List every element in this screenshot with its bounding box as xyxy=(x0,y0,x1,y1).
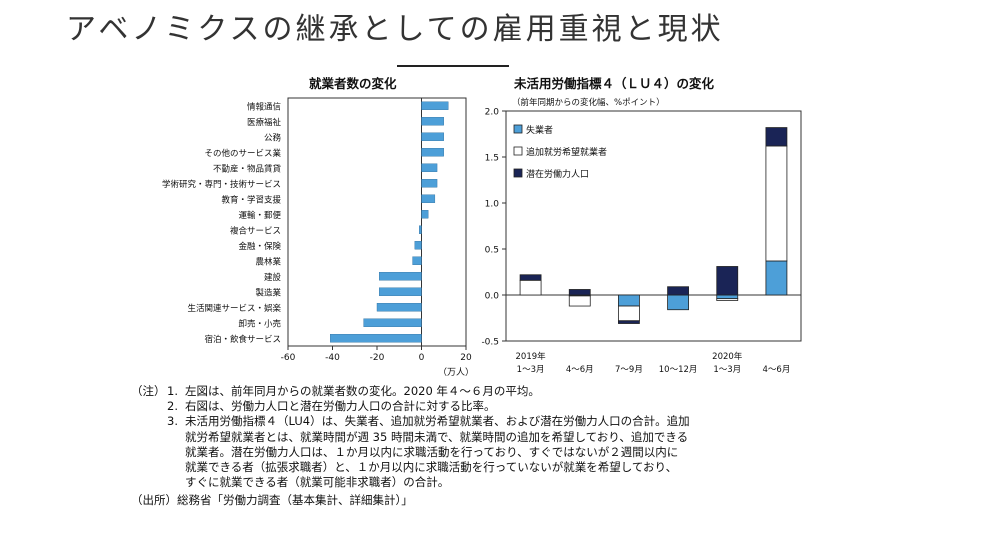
segment-0-2 xyxy=(618,294,640,307)
title-underline xyxy=(397,65,509,67)
bar-3 xyxy=(421,148,444,157)
x-tick-label: -20 xyxy=(370,353,385,363)
bar-6 xyxy=(421,194,436,203)
category-label: 10～12月 xyxy=(659,365,698,375)
x-tick-label: 20 xyxy=(460,353,472,363)
category-label: 4～6月 xyxy=(763,365,791,375)
note-text: 未活用労働指標４（LU4）は、失業者、追加就労希望就業者、および潜在労働力人口の… xyxy=(185,414,690,429)
category-label: その他のサービス業 xyxy=(204,148,281,159)
y-tick-label: 2.0 xyxy=(485,108,500,118)
x-tick-label: -40 xyxy=(325,353,340,363)
segment-0-5 xyxy=(765,260,788,296)
segment-0-4 xyxy=(716,294,739,300)
category-label: 不動産・物品賃貸 xyxy=(213,163,282,174)
segment-1-2 xyxy=(618,305,640,322)
bar-8 xyxy=(419,225,422,234)
bar-15 xyxy=(330,334,422,343)
x-tick-label: -60 xyxy=(281,353,296,363)
category-label: 農林業 xyxy=(255,256,281,267)
bar-14 xyxy=(363,318,422,327)
notes-head: （注） xyxy=(131,384,166,398)
category-label: 製造業 xyxy=(255,287,281,298)
bar-13 xyxy=(376,303,422,312)
note-continuation: 就労希望就業者とは、就業時間が週 35 時間未満で、就業時間の追加を希望しており… xyxy=(185,429,689,444)
segment-2-2 xyxy=(618,320,640,324)
y-tick-label: 0.0 xyxy=(485,292,500,302)
unit-label: （万人） xyxy=(438,367,474,378)
year-label: 2019年 xyxy=(516,351,547,362)
bar-1 xyxy=(421,117,444,126)
category-label: 複合サービス xyxy=(230,225,281,236)
bar-4 xyxy=(421,163,438,172)
segment-0-3 xyxy=(667,294,689,311)
category-label: 1～3月 xyxy=(517,365,545,375)
note-row-3: 3. 未活用労働指標４（LU4）は、失業者、追加就労希望就業者、および潜在労働力… xyxy=(131,414,831,429)
category-label: 公務 xyxy=(264,132,282,143)
category-label: 宿泊・飲食サービス xyxy=(204,334,281,345)
bar-9 xyxy=(414,241,422,250)
category-label: 医療福祉 xyxy=(247,117,282,128)
bar-2 xyxy=(421,132,444,141)
category-label: 教育・学習支援 xyxy=(221,194,281,205)
segment-2-4 xyxy=(716,266,739,296)
y-tick-label: 1.0 xyxy=(485,200,500,210)
segment-2-5 xyxy=(765,127,788,147)
chart-title: 就業者数の変化 xyxy=(309,76,397,91)
y-tick-label: 0.5 xyxy=(485,246,499,256)
category-label: 生活関連サービス・娯楽 xyxy=(187,303,281,314)
segment-2-0 xyxy=(519,274,542,281)
source-line: （出所）総務省「労働力調査（基本集計、詳細集計）」 xyxy=(131,493,413,508)
segment-2-3 xyxy=(667,286,689,296)
bar-0 xyxy=(421,101,449,110)
segment-1-0 xyxy=(519,279,542,296)
segment-1-1 xyxy=(568,295,591,307)
legend-swatch-2 xyxy=(513,168,523,178)
y-tick-label: -0.5 xyxy=(481,338,499,348)
bar-5 xyxy=(421,179,438,188)
bar-10 xyxy=(412,256,422,265)
category-label: 4～6月 xyxy=(566,365,594,375)
segment-1-5 xyxy=(765,145,788,262)
plot-frame xyxy=(505,110,802,342)
bar-12 xyxy=(379,287,422,296)
legend-label: 追加就労希望就業者 xyxy=(526,146,607,158)
category-label: 学術研究・専門・技術サービス xyxy=(162,179,281,190)
category-label: 運輸・郵便 xyxy=(238,210,281,221)
year-label: 2020年 xyxy=(712,351,743,362)
note-row-1: （注） 1. 左図は、前年同月からの就業者数の変化。2020 年４～６月の平均。 xyxy=(131,384,831,399)
legend-swatch-1 xyxy=(513,146,523,156)
segment-2-1 xyxy=(568,289,591,296)
note-continuation: 就業者。潜在労働力人口は、１か月以内に求職活動を行っており、すぐではないが２週間… xyxy=(185,444,679,459)
note-row-2: 2. 右図は、労働力人口と潜在労働力人口の合計に対する比率。 xyxy=(131,399,831,414)
note-number: 1. xyxy=(167,384,178,398)
bar-11 xyxy=(379,272,422,281)
note-continuation: すぐに就業できる者（就業可能非求職者）の合計。 xyxy=(185,475,450,490)
chart-subtitle: （前年同期からの変化幅、%ポイント） xyxy=(512,97,665,108)
bar-7 xyxy=(421,210,429,219)
note-number: 2. xyxy=(167,399,178,414)
note-continuation: 就業できる者（拡張求職者）と、１か月以内に求職活動を行っていないが就業を希望して… xyxy=(185,460,678,475)
y-tick-label: 1.5 xyxy=(485,154,499,164)
category-label: 7～9月 xyxy=(615,365,643,375)
legend-label: 潜在労働力人口 xyxy=(526,168,589,180)
x-tick-label: 0 xyxy=(419,353,425,363)
category-label: 卸売・小売 xyxy=(238,318,281,329)
notes-block: （注） 1. 左図は、前年同月からの就業者数の変化。2020 年４～６月の平均。… xyxy=(131,384,831,509)
legend-swatch-0 xyxy=(513,124,523,134)
category-label: 金融・保険 xyxy=(238,241,281,252)
note-text: 左図は、前年同月からの就業者数の変化。2020 年４～６月の平均。 xyxy=(185,384,540,398)
legend-label: 失業者 xyxy=(526,124,553,136)
category-label: 建設 xyxy=(264,272,282,283)
chart-title: 未活用労働指標４（ＬＵ４）の変化 xyxy=(513,76,715,91)
note-number: 3. xyxy=(167,414,178,429)
category-label: 情報通信 xyxy=(247,101,282,112)
segment-1-4 xyxy=(716,298,739,301)
page-title: アベノミクスの継承としての雇用重視と現状 xyxy=(66,12,724,47)
note-text: 右図は、労働力人口と潜在労働力人口の合計に対する比率。 xyxy=(185,399,496,414)
category-label: 1～3月 xyxy=(713,365,741,375)
